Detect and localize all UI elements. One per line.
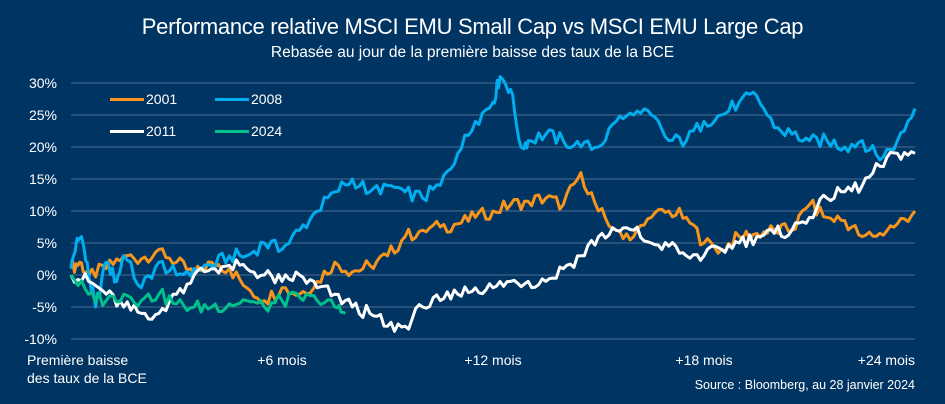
series-line-2011 (69, 150, 916, 333)
y-tick-label: 10% (29, 203, 57, 219)
y-tick-label: 20% (29, 139, 57, 155)
legend-swatch (110, 129, 144, 133)
series-line-2024 (69, 274, 346, 315)
legend-item-2008: 2008 (215, 91, 282, 107)
y-tick-label: 30% (29, 75, 57, 91)
legend-label: 2001 (146, 91, 178, 107)
legend-label: 2008 (251, 91, 283, 107)
x-tick-label: +12 mois (464, 352, 522, 368)
series-line-2008 (69, 75, 917, 309)
y-tick-label: 15% (29, 171, 57, 187)
legend-swatch (110, 97, 144, 101)
legend-swatch (215, 97, 249, 101)
y-tick-label: 0% (37, 267, 57, 283)
y-tick-label: -10% (24, 331, 57, 347)
y-tick-label: 25% (29, 107, 57, 123)
x-tick-label: Première baisse des taux de la BCE (27, 352, 147, 386)
legend-label: 2011 (146, 123, 177, 139)
legend-item-2024: 2024 (215, 123, 282, 139)
chart-title: Performance relative MSCI EMU Small Cap … (141, 14, 804, 39)
legend-swatch (215, 129, 249, 133)
legend-item-2011: 2011 (110, 123, 176, 139)
x-tick-label: +6 mois (257, 352, 307, 368)
x-tick-label: +18 mois (675, 352, 733, 368)
source-note: Source : Bloomberg, au 28 janvier 2024 (694, 378, 915, 392)
legend-label: 2024 (251, 123, 283, 139)
legend-item-2001: 2001 (110, 91, 177, 107)
chart-subtitle: Rebasée au jour de la première baisse de… (270, 44, 675, 61)
y-tick-label: 5% (37, 235, 57, 251)
series-line-2001 (69, 171, 917, 306)
x-tick-label: +24 mois (857, 352, 915, 368)
y-tick-label: -5% (32, 299, 57, 315)
